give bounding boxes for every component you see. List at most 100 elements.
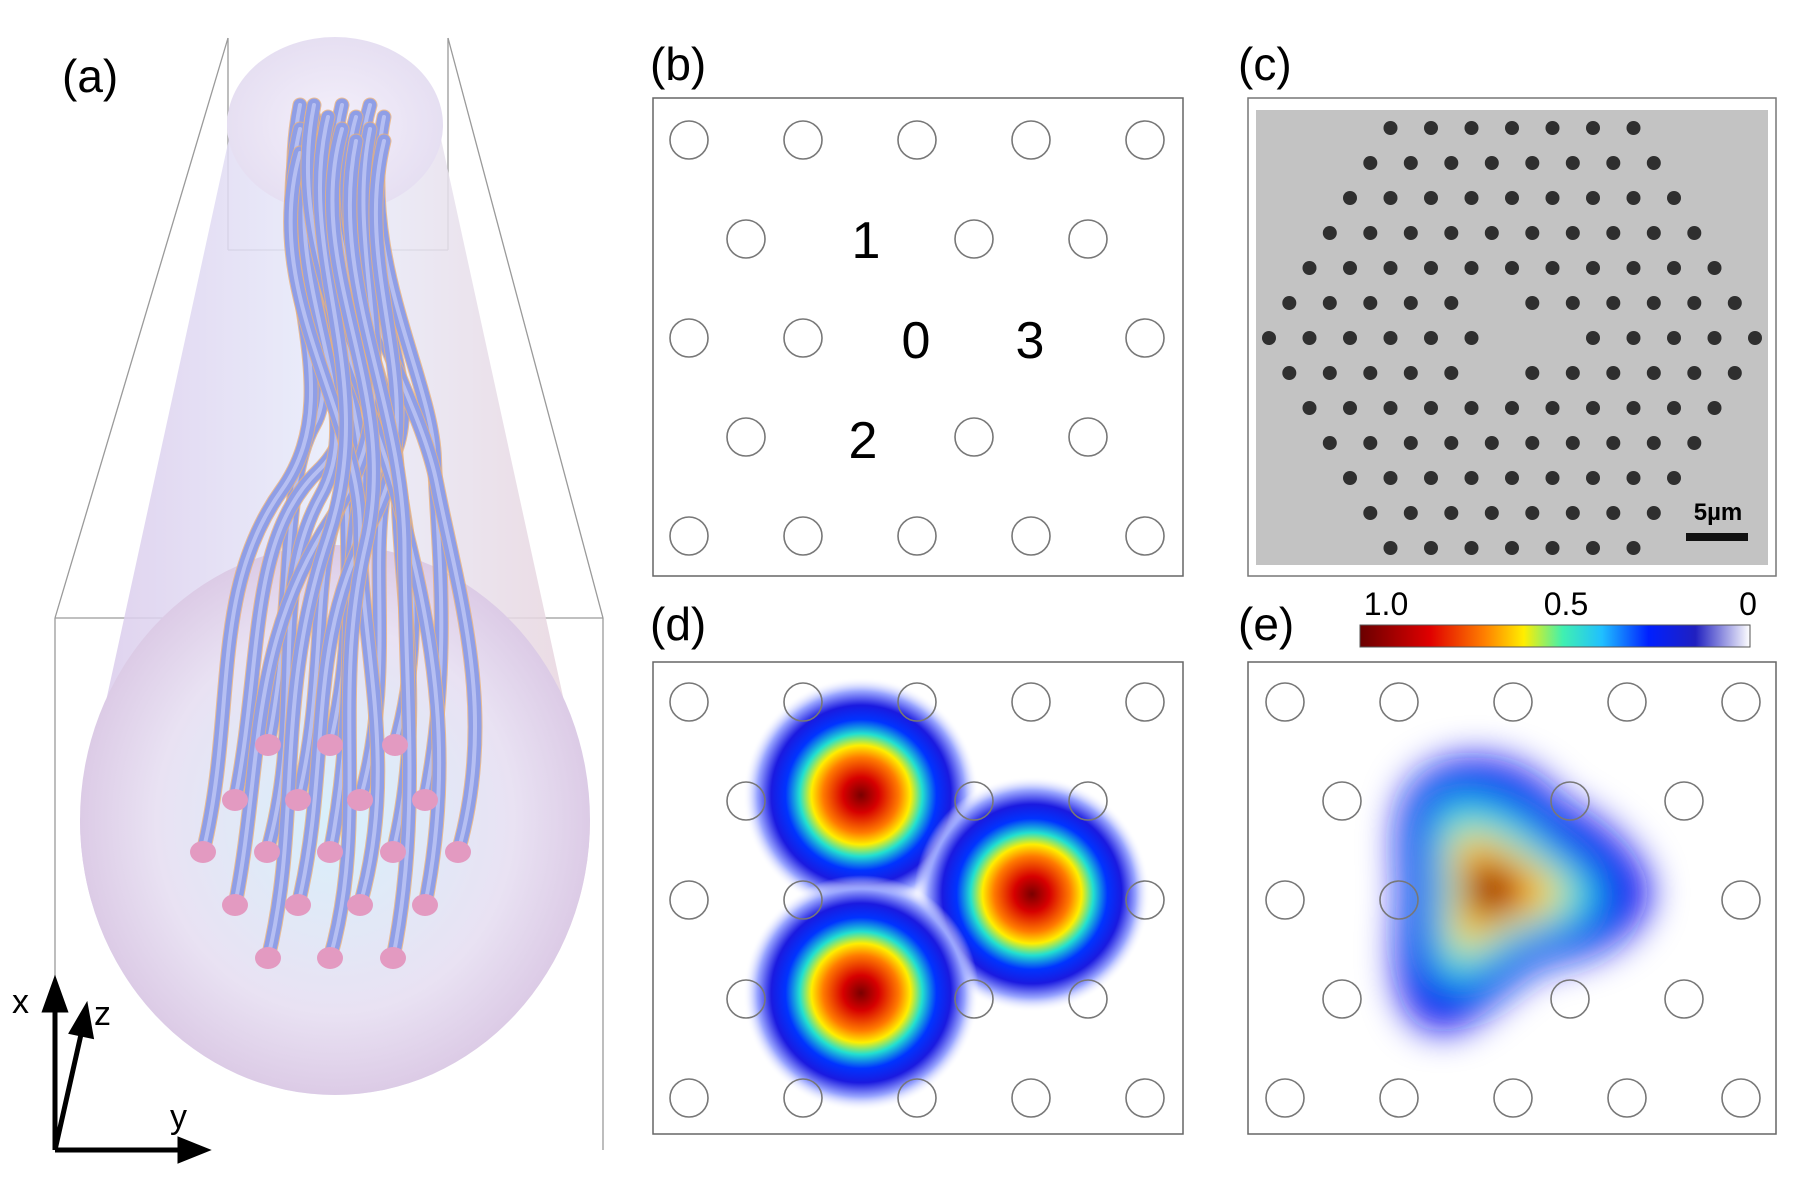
sem-hole (1565, 156, 1580, 170)
sem-hole (1707, 261, 1722, 275)
tube-end (382, 734, 408, 756)
air-hole (897, 682, 937, 722)
sem-hole (1586, 191, 1600, 205)
sem-hole (1565, 506, 1580, 520)
air-hole (669, 682, 709, 722)
sem-hole (1586, 401, 1600, 415)
air-hole (1011, 1078, 1051, 1118)
sem-hole (1545, 401, 1560, 415)
sem-hole (1505, 401, 1519, 415)
sem-hole (1464, 331, 1479, 345)
tube-end (222, 789, 248, 811)
sem-hole (1343, 191, 1357, 205)
sem-hole (1343, 261, 1357, 275)
sem-hole (1484, 156, 1499, 170)
air-hole (1265, 1078, 1305, 1118)
air-hole (1379, 1078, 1419, 1118)
air-hole (669, 880, 709, 920)
x-axis-label: x (12, 983, 29, 1021)
sem-hole (1383, 121, 1398, 135)
air-hole (726, 219, 766, 259)
sem-hole (1383, 331, 1398, 345)
tube-end (380, 947, 406, 969)
tube-highlight (266, 115, 348, 960)
air-hole (1721, 682, 1761, 722)
sem-hole (1363, 436, 1378, 450)
tube-end (317, 841, 343, 863)
sem-hole (1687, 226, 1702, 240)
mode-spot-core-3 (914, 776, 1150, 1012)
sem-hole (1565, 226, 1580, 240)
sem-hole (1667, 331, 1681, 345)
tube-end (222, 894, 248, 916)
sem-hole (1444, 506, 1459, 520)
sem-hole (1606, 366, 1621, 380)
air-hole (1607, 1078, 1647, 1118)
sem-hole (1586, 121, 1600, 135)
sem-hole (1525, 366, 1540, 380)
sem-hole (1545, 261, 1560, 275)
air-hole-lattice (669, 120, 1165, 556)
air-hole (726, 979, 766, 1019)
air-hole (1125, 880, 1165, 920)
sem-hole (1525, 506, 1540, 520)
air-hole (1125, 516, 1165, 556)
sem-hole (1586, 541, 1600, 555)
sem-hole (1707, 401, 1722, 415)
sem-hole (1464, 401, 1479, 415)
sem-hole (1626, 541, 1641, 555)
sem-hole (1525, 436, 1540, 450)
colorbar-max-label: 1.0 (1364, 586, 1408, 622)
air-hole (1550, 781, 1590, 821)
sem-hole (1606, 296, 1621, 310)
air-hole (1068, 781, 1108, 821)
sem-hole (1363, 296, 1378, 310)
sem-holes (1262, 121, 1762, 555)
sem-hole (1363, 226, 1378, 240)
sem-hole (1363, 366, 1378, 380)
sem-image (1256, 110, 1768, 565)
sem-hole (1282, 296, 1297, 310)
air-hole (783, 120, 823, 160)
sem-hole (1606, 506, 1621, 520)
sem-hole (1525, 296, 1540, 310)
panel-a: (a) x z y (12, 37, 604, 1164)
sem-hole (1667, 401, 1681, 415)
sem-hole (1646, 226, 1661, 240)
sem-hole (1687, 296, 1702, 310)
panel-b-label: (b) (650, 38, 706, 90)
sem-hole (1403, 296, 1418, 310)
core-label-1: 1 (852, 212, 881, 270)
air-hole (1125, 120, 1165, 160)
sem-hole (1444, 366, 1459, 380)
air-hole-lattice-e (1265, 682, 1761, 1118)
sem-hole (1302, 401, 1317, 415)
air-hole (1664, 979, 1704, 1019)
sem-hole (1646, 436, 1661, 450)
mode-field-d (743, 677, 1150, 1111)
air-hole (726, 417, 766, 457)
sem-hole (1363, 156, 1378, 170)
sem-hole (1322, 436, 1337, 450)
air-hole (1379, 880, 1419, 920)
sem-hole (1424, 121, 1438, 135)
air-hole (954, 979, 994, 1019)
air-hole (1664, 781, 1704, 821)
sem-hole (1444, 226, 1459, 240)
sem-hole (1707, 331, 1722, 345)
air-hole (1721, 880, 1761, 920)
air-hole (1011, 120, 1051, 160)
sem-hole (1464, 191, 1479, 205)
sem-hole (1464, 471, 1479, 485)
tube-end (255, 734, 281, 756)
air-hole (897, 516, 937, 556)
panel-b: (b) 1 0 3 2 (650, 38, 1184, 577)
tube-end (317, 947, 343, 969)
mode-spot-core-2 (743, 875, 979, 1111)
air-hole (1125, 682, 1165, 722)
sem-hole (1667, 261, 1681, 275)
colorbar-mid-label: 0.5 (1544, 586, 1588, 622)
sem-hole (1626, 471, 1641, 485)
sem-hole (1424, 401, 1438, 415)
